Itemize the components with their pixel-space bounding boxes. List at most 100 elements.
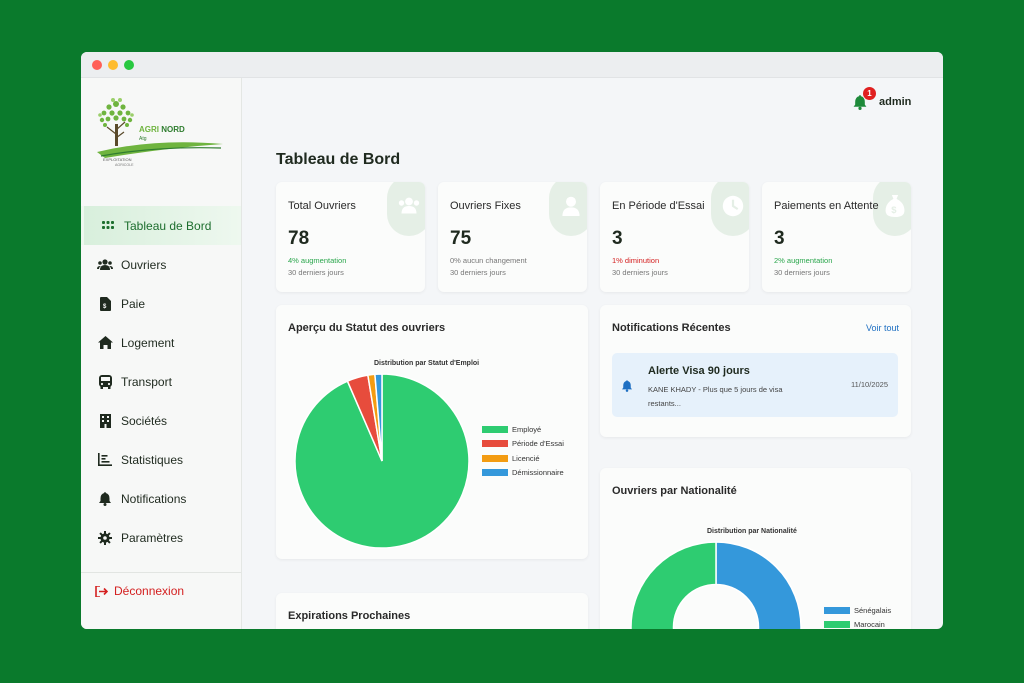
legend-swatch bbox=[482, 469, 508, 477]
stat-value: 3 bbox=[774, 228, 785, 249]
stat-period: 30 derniers jours bbox=[612, 268, 668, 277]
sidebar-item-logement[interactable]: Logement bbox=[81, 323, 241, 362]
legend-label: Licencié bbox=[512, 453, 540, 463]
legend-swatch bbox=[824, 621, 850, 629]
status-pie-chart bbox=[294, 373, 470, 549]
app-window: AGRI NORD Atg EXPLOITATION AGRICOLE Tabl… bbox=[81, 52, 943, 629]
money-bag-icon: $ bbox=[873, 182, 911, 236]
panel-title: Notifications Récentes bbox=[612, 322, 731, 334]
sidebar-item-label: Statistiques bbox=[121, 452, 184, 467]
notification-date: 11/10/2025 bbox=[851, 380, 888, 389]
sidebar-item-paie[interactable]: $ Paie bbox=[81, 284, 241, 323]
stat-value: 75 bbox=[450, 228, 472, 249]
svg-text:AGRI NORD: AGRI NORD bbox=[139, 125, 185, 134]
status-chart-legend: Employé Période d'Essai Licencié Démissionn… bbox=[482, 422, 564, 480]
grid-icon bbox=[100, 218, 116, 234]
stat-change: 4% augmentation bbox=[288, 256, 347, 265]
brand-name-part2: NORD bbox=[161, 125, 185, 134]
stat-period: 30 derniers jours bbox=[450, 268, 506, 277]
pie-slice-senegalais[interactable] bbox=[715, 541, 802, 629]
see-all-link[interactable]: Voir tout bbox=[865, 323, 899, 333]
gear-icon bbox=[97, 530, 113, 546]
pie-slice-marocain[interactable] bbox=[630, 541, 717, 629]
sidebar-item-transport[interactable]: Transport bbox=[81, 362, 241, 401]
legend-swatch bbox=[482, 440, 508, 448]
main-content: 1 admin Tableau de Bord Total Ouvriers 7… bbox=[242, 78, 943, 629]
user-menu[interactable]: admin bbox=[879, 96, 912, 108]
panel-title: Expirations Prochaines bbox=[288, 610, 411, 622]
sidebar-divider bbox=[81, 572, 241, 573]
brand-sub: Atg bbox=[139, 136, 147, 142]
legend-label: Marocain bbox=[854, 620, 885, 629]
panel-title: Aperçu du Statut des ouvriers bbox=[288, 322, 446, 334]
stat-change: 0% aucun changement bbox=[450, 256, 527, 265]
sidebar: AGRI NORD Atg EXPLOITATION AGRICOLE Tabl… bbox=[81, 78, 242, 629]
legend-item-demissionnaire[interactable]: Démissionnaire bbox=[482, 466, 564, 481]
sidebar-item-label: Sociétés bbox=[121, 413, 168, 428]
bar-chart-icon bbox=[97, 452, 113, 468]
legend-swatch bbox=[482, 425, 508, 433]
sidebar-item-ouvriers[interactable]: Ouvriers bbox=[81, 245, 241, 284]
recent-notifications-panel: Notifications Récentes Voir tout Alerte … bbox=[600, 305, 911, 437]
stat-card-periode-essai: En Période d'Essai 3 1% diminution 30 de… bbox=[600, 182, 749, 292]
stat-change: 1% diminution bbox=[612, 256, 660, 265]
sidebar-item-label: Transport bbox=[121, 374, 172, 389]
bell-icon bbox=[97, 491, 113, 507]
sidebar-item-label: Paramètres bbox=[121, 530, 184, 545]
nationality-panel: Ouvriers par Nationalité Distribution pa… bbox=[600, 468, 911, 629]
stat-label: Total Ouvriers bbox=[288, 200, 356, 212]
notification-item[interactable]: Alerte Visa 90 jours KANE KHADY - Plus q… bbox=[612, 353, 898, 417]
sidebar-item-label: Paie bbox=[121, 296, 146, 311]
pie-slice-demissionnaire[interactable] bbox=[374, 373, 383, 462]
stat-label: Paiements en Attente bbox=[774, 200, 879, 212]
tree-icon bbox=[98, 98, 134, 146]
brand-tagline1: EXPLOITATION bbox=[103, 157, 132, 162]
sidebar-item-parametres[interactable]: Paramètres bbox=[81, 518, 241, 557]
legend-swatch bbox=[482, 454, 508, 462]
sidebar-item-tableau-de-bord[interactable]: Tableau de Bord bbox=[81, 206, 241, 245]
nationality-chart-legend: Sénégalais Marocain bbox=[824, 603, 891, 629]
svg-text:$: $ bbox=[891, 204, 897, 215]
chart-title: Distribution par Statut d'Emploi bbox=[374, 360, 480, 367]
legend-item-licencie[interactable]: Licencié bbox=[482, 451, 564, 466]
stat-card-paiements-attente: $ Paiements en Attente 3 2% augmentation… bbox=[762, 182, 911, 292]
stat-value: 3 bbox=[612, 228, 623, 249]
sidebar-item-notifications[interactable]: Notifications bbox=[81, 479, 241, 518]
legend-label: Sénégalais bbox=[854, 605, 892, 615]
sidebar-item-label: Notifications bbox=[121, 491, 187, 506]
maximize-window-button[interactable] bbox=[124, 60, 134, 70]
brand-logo[interactable]: AGRI NORD Atg EXPLOITATION AGRICOLE bbox=[95, 94, 225, 172]
stat-change: 2% augmentation bbox=[774, 256, 833, 265]
legend-item-marocain[interactable]: Marocain bbox=[824, 618, 891, 629]
legend-item-senegalais[interactable]: Sénégalais bbox=[824, 603, 891, 618]
sidebar-item-label: Tableau de Bord bbox=[124, 218, 212, 233]
legend-swatch bbox=[824, 606, 850, 614]
stat-label: En Période d'Essai bbox=[612, 200, 705, 212]
minimize-window-button[interactable] bbox=[108, 60, 118, 70]
panel-title: Ouvriers par Nationalité bbox=[612, 485, 737, 497]
building-icon bbox=[97, 413, 113, 429]
logout-icon bbox=[95, 585, 108, 597]
worker-status-panel: Aperçu du Statut des ouvriers Distributi… bbox=[276, 305, 588, 559]
nationality-donut-chart bbox=[630, 541, 802, 629]
notification-count-badge: 1 bbox=[863, 87, 876, 100]
brand-tagline2: AGRICOLE bbox=[115, 163, 134, 167]
notification-body: KANE KHADY - Plus que 5 jours de visa re… bbox=[648, 385, 783, 408]
clock-icon bbox=[711, 182, 749, 236]
sidebar-item-statistiques[interactable]: Statistiques bbox=[81, 440, 241, 479]
stat-card-ouvriers-fixes: Ouvriers Fixes 75 0% aucun changement 30… bbox=[438, 182, 587, 292]
legend-item-employe[interactable]: Employé bbox=[482, 422, 564, 437]
legend-item-periode-d-essai[interactable]: Période d'Essai bbox=[482, 437, 564, 452]
stat-period: 30 derniers jours bbox=[774, 268, 830, 277]
sidebar-item-label: Logement bbox=[121, 335, 175, 350]
legend-label: Employé bbox=[512, 424, 542, 434]
notification-bell-icon[interactable] bbox=[853, 95, 869, 111]
stat-card-total-ouvriers: Total Ouvriers 78 4% augmentation 30 der… bbox=[276, 182, 425, 292]
notification-title: Alerte Visa 90 jours bbox=[648, 365, 750, 377]
stat-value: 78 bbox=[288, 228, 310, 249]
payslip-icon: $ bbox=[97, 296, 113, 312]
close-window-button[interactable] bbox=[92, 60, 102, 70]
sidebar-item-societes[interactable]: Sociétés bbox=[81, 401, 241, 440]
logout-button[interactable]: Déconnexion bbox=[95, 584, 184, 598]
logout-label: Déconnexion bbox=[114, 584, 185, 598]
